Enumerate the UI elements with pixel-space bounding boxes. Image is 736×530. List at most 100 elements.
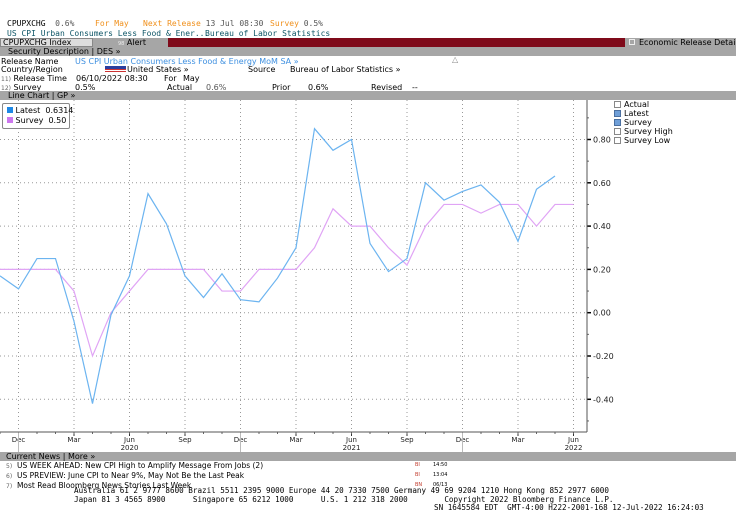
for-period: For May: [95, 19, 129, 28]
toggle-label: Actual: [624, 100, 650, 109]
revised-label: Revised: [371, 83, 403, 92]
release-time-num: 11): [1, 76, 11, 83]
for-label: For: [164, 74, 177, 83]
x-tick-label: Jun: [345, 436, 357, 444]
checkbox-icon[interactable]: [614, 137, 621, 144]
des-link[interactable]: DES »: [96, 47, 121, 56]
ticker-symbol: CPUPXCHG: [7, 19, 46, 28]
toggle-survey-low[interactable]: Survey Low: [614, 136, 673, 145]
survey-num: 12): [1, 85, 11, 92]
release-time-label: Release Time: [13, 74, 67, 83]
ticker-header: CPUPXCHG 0.6%: [7, 19, 74, 28]
chart-title: Line Chart: [8, 91, 50, 100]
legend-survey-name: Survey: [15, 116, 44, 125]
survey-label: Survey: [13, 83, 42, 92]
x-year-label: 2022: [565, 444, 583, 452]
news-title: Current News: [6, 452, 61, 461]
actual-value: 0.6%: [206, 83, 227, 92]
news-source: BN: [415, 482, 423, 488]
legend-latest-name: Latest: [15, 106, 41, 115]
toggle-label: Latest: [624, 109, 649, 118]
source-link[interactable]: Bureau of Labor Statistics »: [290, 65, 401, 74]
x-tick-label: Sep: [400, 436, 414, 444]
line-chart[interactable]: 0.800.600.400.200.00-0.20-0.40DecMarJunS…: [0, 100, 736, 452]
y-tick-label: 0.60: [593, 179, 611, 188]
news-source: BI: [415, 462, 420, 468]
x-tick-label: Mar: [289, 436, 302, 444]
line-chart-bar: Line Chart | GP »: [0, 91, 736, 100]
news-headline[interactable]: Most Read Bloomberg News Stories Last We…: [16, 481, 192, 490]
economic-release-details-button[interactable]: Economic Release Details: [625, 38, 736, 47]
y-tick-label: -0.20: [593, 352, 614, 361]
news-item[interactable]: 5) US WEEK AHEAD: New CPI High to Amplif…: [6, 461, 456, 471]
y-tick-label: 0.40: [593, 222, 611, 231]
series-line-survey: [0, 203, 574, 358]
news-headline[interactable]: US PREVIEW: June CPI to Near 9%, May Not…: [16, 471, 245, 480]
news-item[interactable]: 7) Most Read Bloomberg News Stories Last…: [6, 481, 456, 491]
x-year-label: 2020: [121, 444, 139, 452]
security-description-bar: Security Description | DES »: [0, 47, 736, 56]
revised-value: --: [412, 83, 418, 92]
toggle-survey-high[interactable]: Survey High: [614, 127, 673, 136]
section-title: Security Description: [8, 47, 89, 56]
x-tick-label: Mar: [511, 436, 524, 444]
release-name-link[interactable]: US CPI Urban Consumers Less Food & Energ…: [75, 57, 299, 66]
ticker-value: 0.6%: [55, 19, 75, 28]
news-time: 13:04: [433, 472, 448, 478]
alert-button[interactable]: 98 Alert: [93, 38, 168, 47]
bell-icon[interactable]: △: [452, 55, 459, 64]
news-list: 5) US WEEK AHEAD: New CPI High to Amplif…: [6, 461, 456, 491]
news-num: 7): [6, 483, 13, 490]
y-tick-label: -0.40: [593, 395, 614, 404]
more-link[interactable]: More »: [68, 452, 96, 461]
toggle-actual[interactable]: Actual: [614, 100, 673, 109]
checkbox-icon[interactable]: [614, 128, 621, 135]
current-news-bar: Current News | More »: [0, 452, 736, 461]
news-headline[interactable]: US WEEK AHEAD: New CPI High to Amplify M…: [16, 461, 264, 470]
source-label: Source: [248, 65, 276, 74]
x-tick-label: Jun: [123, 436, 135, 444]
country-label: Country/Region: [1, 65, 63, 74]
release-name-label: Release Name: [1, 57, 59, 66]
legend-survey-value: 0.50: [48, 116, 67, 125]
toggle-latest[interactable]: Latest: [614, 109, 673, 118]
toggle-survey[interactable]: Survey: [614, 118, 673, 127]
next-release-label: Next Release: [143, 19, 201, 28]
gp-link[interactable]: GP »: [56, 91, 76, 100]
y-tick-label: 0.20: [593, 265, 611, 274]
checkbox-icon[interactable]: [614, 101, 621, 108]
prior-value: 0.6%: [308, 83, 329, 92]
latest-swatch-icon: [7, 107, 13, 113]
news-num: 6): [6, 473, 13, 480]
security-input[interactable]: CPUPXCHG Index: [0, 38, 93, 47]
x-tick-label: Sep: [178, 436, 192, 444]
chart-legend: Latest 0.6314 Survey 0.50: [2, 103, 74, 129]
y-tick-label: 0.00: [593, 309, 611, 318]
footer-phones: Australia 61 2 9777 8600 Brazil 5511 239…: [74, 486, 609, 495]
x-tick-label: Jun: [567, 436, 579, 444]
command-bar: [0, 38, 736, 47]
footer-session: SN 1645584 EDT GMT-4:00 H222-2001-168 12…: [434, 503, 704, 513]
external-link-icon: [629, 39, 635, 45]
survey-row: 12) Survey: [1, 83, 41, 92]
x-tick-label: Mar: [67, 436, 80, 444]
alert-label: Alert: [126, 38, 146, 47]
legend-survey: Survey 0.50: [7, 116, 67, 126]
country-link[interactable]: United States »: [127, 65, 189, 74]
series-line-latest: [0, 127, 556, 404]
us-flag-icon: [105, 66, 126, 73]
release-time-row: 11) Release Time: [1, 74, 67, 83]
checkbox-checked-icon[interactable]: [614, 119, 621, 126]
next-release-value: 13 Jul 08:30: [205, 19, 264, 28]
ticker-source: Bureau of Labor Statistics: [205, 29, 331, 38]
news-time: 14:50: [433, 462, 448, 468]
alert-number: 98: [118, 41, 125, 47]
checkbox-checked-icon[interactable]: [614, 110, 621, 117]
survey-header-label: Survey: [270, 19, 299, 28]
legend-latest-value: 0.6314: [45, 106, 74, 115]
release-time-value: 06/10/2022 08:30: [76, 74, 148, 83]
news-item[interactable]: 6) US PREVIEW: June CPI to Near 9%, May …: [6, 471, 456, 481]
series-toggles: Actual Latest Survey Survey High Survey …: [614, 100, 673, 145]
for-value: May: [183, 74, 200, 83]
toggle-label: Survey: [624, 118, 652, 127]
